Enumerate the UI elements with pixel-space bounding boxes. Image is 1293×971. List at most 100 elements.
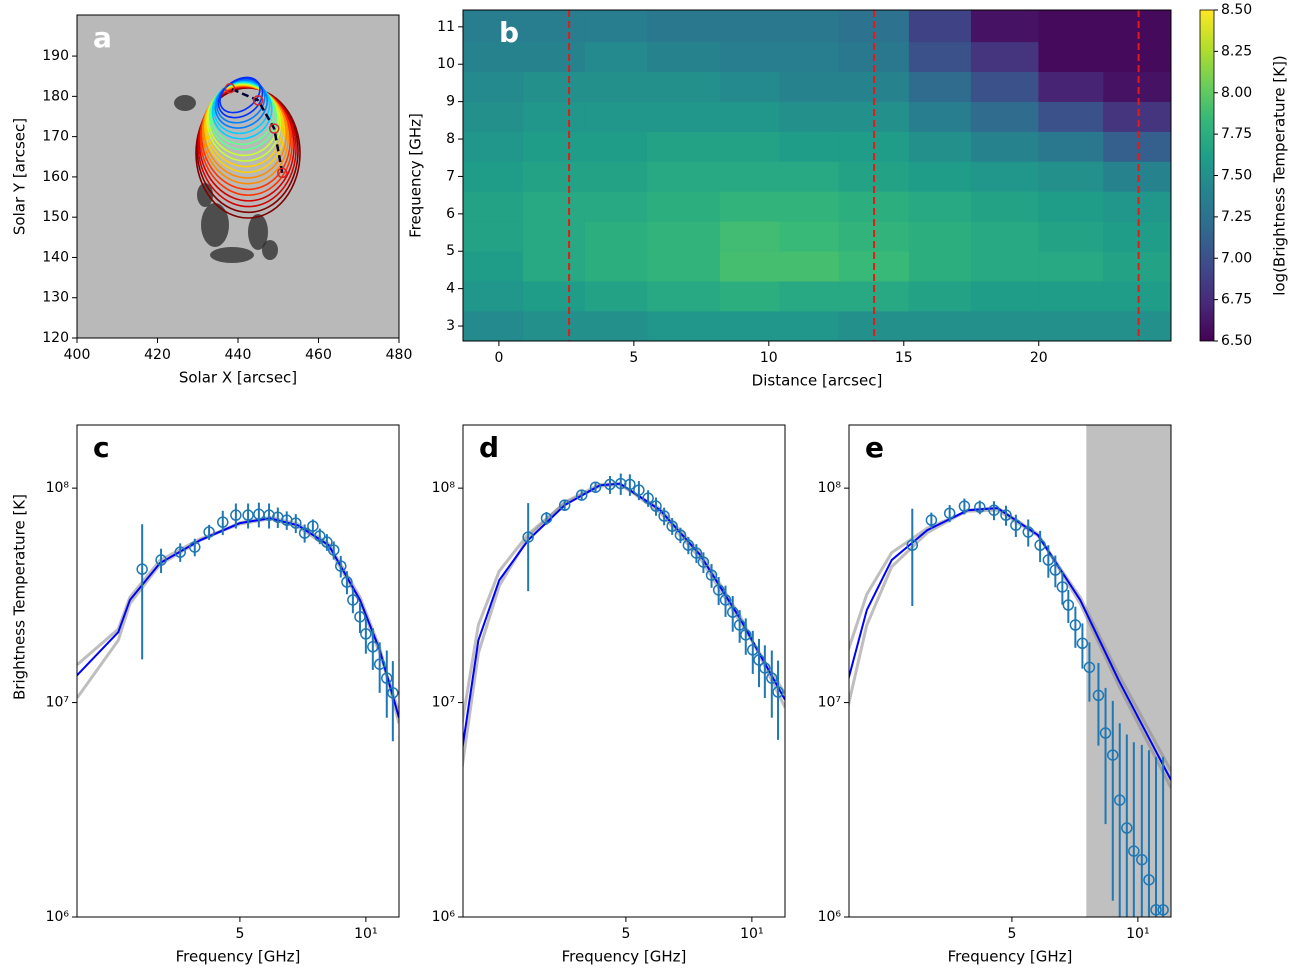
dark-feature	[248, 214, 268, 250]
colorbar-tick-label: 6.75	[1221, 292, 1252, 308]
data-point	[203, 526, 215, 538]
heatmap-cell	[1038, 71, 1104, 102]
heatmap-cell	[779, 101, 840, 132]
sample-curve	[463, 482, 785, 768]
data-point	[925, 514, 938, 526]
dark-feature	[174, 95, 196, 111]
data-point	[1083, 661, 1096, 674]
plot-area	[77, 502, 399, 742]
heatmap-cell	[647, 101, 721, 132]
x-tick-label: 5	[235, 926, 244, 942]
data-point	[650, 500, 662, 512]
heatmap-cell	[522, 161, 586, 192]
y-tick-label: 3	[446, 318, 455, 334]
heatmap-cell	[779, 10, 840, 43]
data-point	[558, 499, 571, 511]
heatmap-cell	[908, 41, 972, 73]
data-point	[136, 563, 148, 575]
data-point	[674, 529, 687, 541]
data-point	[314, 530, 326, 542]
data-point	[697, 556, 710, 568]
data-point	[381, 672, 393, 684]
y-tick-label: 160	[42, 169, 69, 185]
data-point	[719, 594, 732, 606]
x-tick-label: 0	[494, 350, 503, 366]
data-point	[1034, 539, 1046, 551]
heatmap-cell	[463, 101, 524, 132]
axes-frame	[462, 9, 1172, 342]
heatmap-cell	[779, 131, 840, 162]
heatmap-cell	[1103, 191, 1171, 222]
heatmap-cell	[463, 221, 524, 252]
data-point	[682, 539, 695, 551]
heatmap-cell	[584, 280, 648, 312]
heatmap-cell	[719, 101, 780, 132]
heatmap-cell	[584, 41, 648, 73]
data-point	[1143, 874, 1155, 886]
colorbar-tick-label: 7.50	[1221, 168, 1252, 184]
heatmap-cell	[779, 280, 840, 312]
heatmap-cell	[719, 191, 780, 222]
heatmap-cell	[719, 71, 780, 102]
x-tick-label: 10¹	[354, 926, 377, 942]
colorbar-tick-label: 7.25	[1221, 209, 1252, 225]
colorbar-tick-label: 8.00	[1221, 85, 1252, 101]
data-point	[1128, 845, 1140, 857]
heatmap-cell	[584, 161, 648, 192]
y-tick-label: 10⁷	[818, 695, 841, 711]
y-tick-label: 4	[446, 281, 455, 297]
heatmap-cell	[584, 250, 648, 282]
heatmap-cell	[463, 250, 524, 282]
heatmap-cell	[779, 71, 840, 102]
data-point	[906, 539, 919, 551]
heatmap-cell	[1038, 191, 1104, 222]
heatmap-cell	[522, 280, 586, 312]
heatmap-cell	[908, 250, 972, 282]
x-axis-title: Frequency [GHz]	[562, 948, 687, 966]
data-point	[614, 477, 627, 490]
panel-letter: c	[93, 431, 110, 464]
heatmap-cell	[647, 161, 721, 192]
heatmap-cell	[908, 10, 972, 43]
data-point	[522, 531, 534, 543]
panel-letter: b	[499, 16, 519, 49]
x-axis-title: Distance [arcsec]	[752, 372, 883, 390]
dark-feature	[262, 240, 278, 260]
x-tick-label: 480	[386, 347, 413, 363]
data-point	[759, 662, 771, 674]
y-tick-label: 180	[42, 88, 69, 104]
y-tick-label: 10⁸	[432, 480, 456, 496]
heatmap-cell	[719, 310, 780, 341]
y-tick-label: 10⁸	[46, 480, 70, 496]
heatmap-cell	[970, 161, 1040, 192]
colorbar-tick-label: 7.75	[1221, 126, 1252, 142]
heatmap-cell	[522, 41, 586, 73]
heatmap-cell	[970, 41, 1040, 73]
x-tick-label: 440	[225, 347, 252, 363]
heatmap-cell	[719, 10, 780, 43]
y-tick-label: 10⁶	[46, 909, 70, 925]
x-tick-label: 10¹	[1126, 926, 1149, 942]
heatmap-cell	[522, 310, 586, 341]
heatmap-cell	[463, 71, 524, 102]
y-tick-label: 11	[437, 19, 455, 35]
heatmap-cell	[584, 310, 648, 341]
heatmap-cell	[719, 41, 780, 73]
y-tick-label: 5	[446, 243, 455, 259]
heatmap-cell	[1038, 41, 1104, 73]
data-point	[1107, 749, 1119, 761]
data-point	[367, 641, 379, 653]
colorbar-tick-label: 8.25	[1221, 43, 1252, 59]
data-point	[1076, 637, 1089, 650]
y-tick-label: 10	[437, 56, 455, 72]
colorbar-tick-label: 6.50	[1221, 333, 1252, 349]
x-tick-label: 5	[1007, 926, 1016, 942]
y-tick-label: 190	[42, 48, 69, 64]
data-point	[540, 512, 553, 524]
heatmap-cell	[584, 221, 648, 252]
x-tick-label: 10	[760, 350, 778, 366]
data-point	[335, 560, 347, 572]
y-tick-label: 8	[446, 131, 455, 147]
panel-letter: e	[865, 431, 884, 464]
